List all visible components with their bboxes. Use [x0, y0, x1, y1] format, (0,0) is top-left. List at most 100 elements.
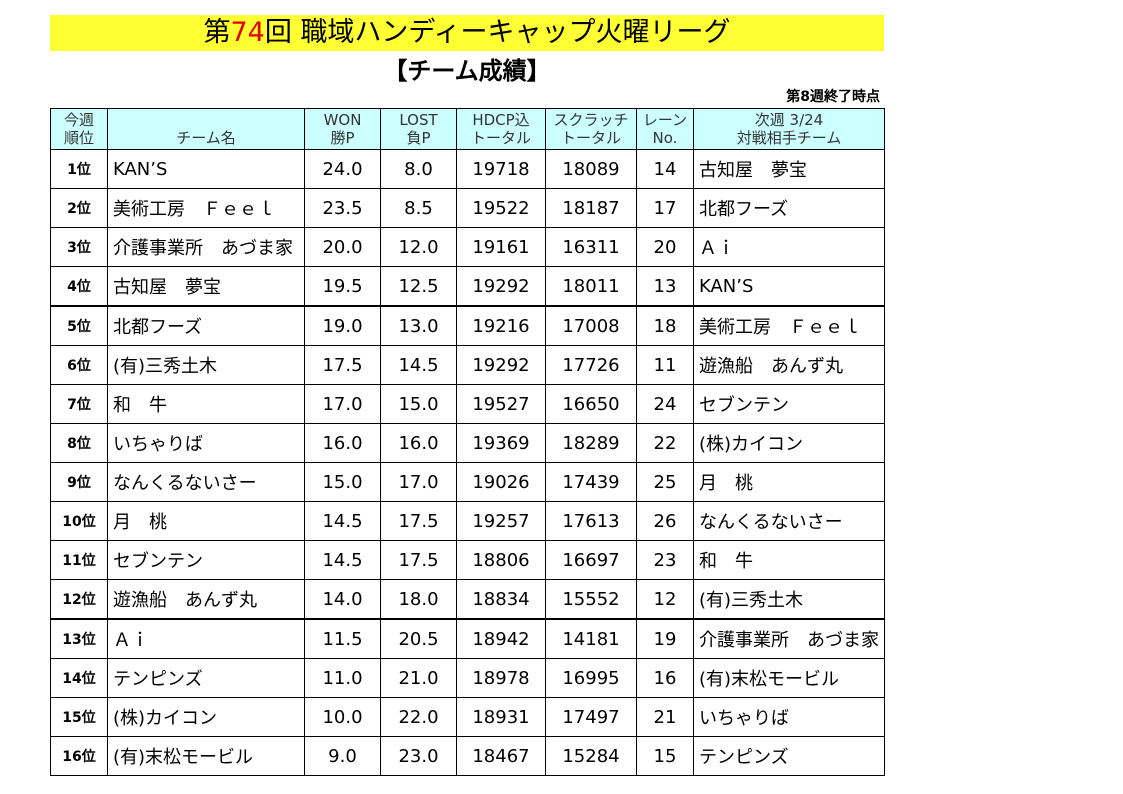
next-opponent: KAN’S — [693, 266, 885, 307]
team-row: 5位 北都フーズ 19.0 13.0 19216 17008 18 美術工房 Ｆｅｅｌ — [50, 305, 885, 346]
header-line: 今週 — [63, 111, 94, 129]
lane-number: 17 — [636, 188, 694, 228]
title-suffix: 回 職域ハンディーキャップ火曜リーグ — [264, 17, 731, 48]
lane-number: 22 — [636, 423, 694, 463]
scratch-total: 16697 — [545, 540, 637, 580]
rank: 12位 — [50, 579, 108, 620]
team-name: Ａｉ — [107, 618, 305, 659]
lost-points: 14.5 — [380, 345, 457, 385]
scratch-total: 17726 — [545, 345, 637, 385]
won-points: 14.5 — [304, 540, 381, 580]
header-line: 勝P — [330, 129, 355, 147]
lane-number: 21 — [636, 697, 694, 737]
column-header: HDCP込 トータル — [456, 108, 546, 150]
won-points: 11.0 — [304, 658, 381, 698]
team-name: 北都フーズ — [107, 305, 305, 346]
team-name: (株)カイコン — [107, 697, 305, 737]
lane-number: 14 — [636, 149, 694, 189]
lost-points: 18.0 — [380, 579, 457, 620]
scratch-total: 18011 — [545, 266, 637, 307]
team-row: 4位 古知屋 夢宝 19.5 12.5 19292 18011 13 KAN’S — [50, 266, 885, 307]
lane-number: 16 — [636, 658, 694, 698]
scratch-total: 18289 — [545, 423, 637, 463]
scratch-total: 17439 — [545, 462, 637, 502]
next-opponent: 月 桃 — [693, 462, 885, 502]
team-name: 古知屋 夢宝 — [107, 266, 305, 307]
lost-points: 21.0 — [380, 658, 457, 698]
lost-points: 12.0 — [380, 227, 457, 267]
team-row: 8位 いちゃりば 16.0 16.0 19369 18289 22 (株)カイコン — [50, 423, 885, 463]
team-row: 10位月 桃 14.5 17.5 19257 17613 26 なんくるないさー — [50, 501, 885, 541]
scratch-total: 16995 — [545, 658, 637, 698]
rank: 14位 — [50, 658, 108, 698]
header-line: HDCP込 — [472, 111, 530, 129]
team-name: (有)三秀土木 — [107, 345, 305, 385]
scratch-total: 15284 — [545, 736, 637, 776]
next-opponent: いちゃりば — [693, 697, 885, 737]
lane-number: 20 — [636, 227, 694, 267]
column-header: WON 勝P — [304, 108, 381, 150]
team-name: テンピンズ — [107, 658, 305, 698]
scratch-total: 14181 — [545, 618, 637, 659]
standings-table: 今週 順位 チーム名 WON 勝P LOST 負P HDCP込 トータル スクラッチ トータル レー… — [50, 108, 885, 776]
lane-number: 18 — [636, 305, 694, 346]
team-row: 11位 セブンテン 14.5 17.5 18806 16697 23 和 牛 — [50, 540, 885, 580]
team-name: なんくるないさー — [107, 462, 305, 502]
rank: 2位 — [50, 188, 108, 228]
rank: 13位 — [50, 618, 108, 659]
hdcp-total: 19718 — [456, 149, 546, 189]
lane-number: 26 — [636, 501, 694, 541]
team-row: 6位 (有)三秀土木 17.5 14.5 19292 17726 11 遊漁船 あんず丸 — [50, 345, 885, 385]
lost-points: 23.0 — [380, 736, 457, 776]
column-header: 次週 3/24 対戦相手チーム — [693, 108, 885, 150]
lost-points: 17.0 — [380, 462, 457, 502]
rank: 11位 — [50, 540, 108, 580]
rank: 6位 — [50, 345, 108, 385]
scratch-total: 18187 — [545, 188, 637, 228]
next-opponent: セブンテン — [693, 384, 885, 424]
team-row: 13位 Ａｉ 11.5 20.5 18942 14181 19 介護事業所 あづま家 — [50, 618, 885, 659]
hdcp-total: 19026 — [456, 462, 546, 502]
team-name: 月 桃 — [107, 501, 305, 541]
team-row: 1位 KAN’S 24.0 8.0 19718 18089 14 古知屋 夢宝 — [50, 149, 885, 189]
next-opponent: (有)末松モービル — [693, 658, 885, 698]
title-prefix: 第 — [203, 17, 231, 48]
next-opponent: 和 牛 — [693, 540, 885, 580]
lost-points: 20.5 — [380, 618, 457, 659]
column-header: レーン No. — [636, 108, 694, 150]
team-name: セブンテン — [107, 540, 305, 580]
header-line: LOST — [399, 111, 438, 129]
column-header: 今週 順位 — [50, 108, 108, 150]
hdcp-total: 18467 — [456, 736, 546, 776]
won-points: 17.0 — [304, 384, 381, 424]
header-row: 今週 順位 チーム名 WON 勝P LOST 負P HDCP込 トータル スクラッチ トータル レー… — [50, 108, 885, 150]
lane-number: 23 — [636, 540, 694, 580]
lost-points: 12.5 — [380, 266, 457, 307]
header-line — [109, 111, 304, 129]
rank: 15位 — [50, 697, 108, 737]
won-points: 11.5 — [304, 618, 381, 659]
won-points: 10.0 — [304, 697, 381, 737]
rank: 1位 — [50, 149, 108, 189]
next-opponent: 古知屋 夢宝 — [693, 149, 885, 189]
team-name: 美術工房 Ｆｅｅｌ — [107, 188, 305, 228]
lane-number: 19 — [636, 618, 694, 659]
won-points: 20.0 — [304, 227, 381, 267]
scratch-total: 15552 — [545, 579, 637, 620]
team-name: 和 牛 — [107, 384, 305, 424]
lost-points: 13.0 — [380, 305, 457, 346]
hdcp-total: 18978 — [456, 658, 546, 698]
scratch-total: 16650 — [545, 384, 637, 424]
header-line: 順位 — [63, 129, 94, 147]
rank: 9位 — [50, 462, 108, 502]
team-row: 15位 (株)カイコン 10.0 22.0 18931 17497 21 いちゃりば — [50, 697, 885, 737]
won-points: 9.0 — [304, 736, 381, 776]
team-row: 12位 遊漁船 あんず丸 14.0 18.0 18834 15552 12 (有)三秀土木 — [50, 579, 885, 620]
status-note: 第8週終了時点 — [786, 89, 880, 105]
header-line: WON — [323, 111, 362, 129]
lane-number: 24 — [636, 384, 694, 424]
scratch-total: 17497 — [545, 697, 637, 737]
title-bar: 第74回 職域ハンディーキャップ火曜リーグ — [50, 15, 884, 51]
lost-points: 8.0 — [380, 149, 457, 189]
